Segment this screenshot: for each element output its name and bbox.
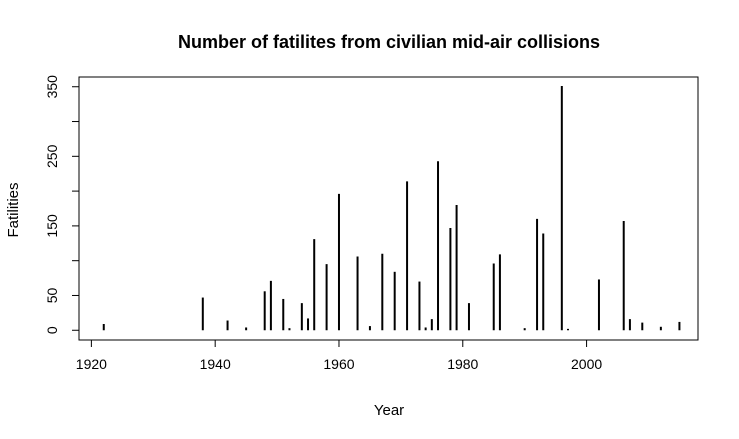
x-tick-label: 1920 bbox=[76, 356, 107, 372]
x-axis: 1920 1940 1960 1980 2000 bbox=[76, 339, 602, 372]
y-tick-label: 250 bbox=[44, 144, 60, 168]
bars bbox=[102, 86, 681, 331]
y-tick-label: 350 bbox=[44, 75, 60, 99]
y-tick-label: 0 bbox=[44, 326, 60, 334]
x-tick-label: 1940 bbox=[200, 356, 231, 372]
x-tick-label: 1960 bbox=[323, 356, 354, 372]
plot-frame bbox=[78, 76, 699, 341]
chart-title: Number of fatilites from civilian mid-ai… bbox=[178, 32, 600, 52]
y-tick-label: 50 bbox=[44, 287, 60, 303]
y-axis: 0 50 150 250 350 bbox=[44, 75, 80, 334]
x-tick-label: 1980 bbox=[447, 356, 478, 372]
x-axis-label: Year bbox=[374, 402, 404, 419]
x-tick-label: 2000 bbox=[571, 356, 602, 372]
y-axis-label: Fatilities bbox=[5, 182, 22, 237]
y-tick-label: 150 bbox=[44, 214, 60, 238]
